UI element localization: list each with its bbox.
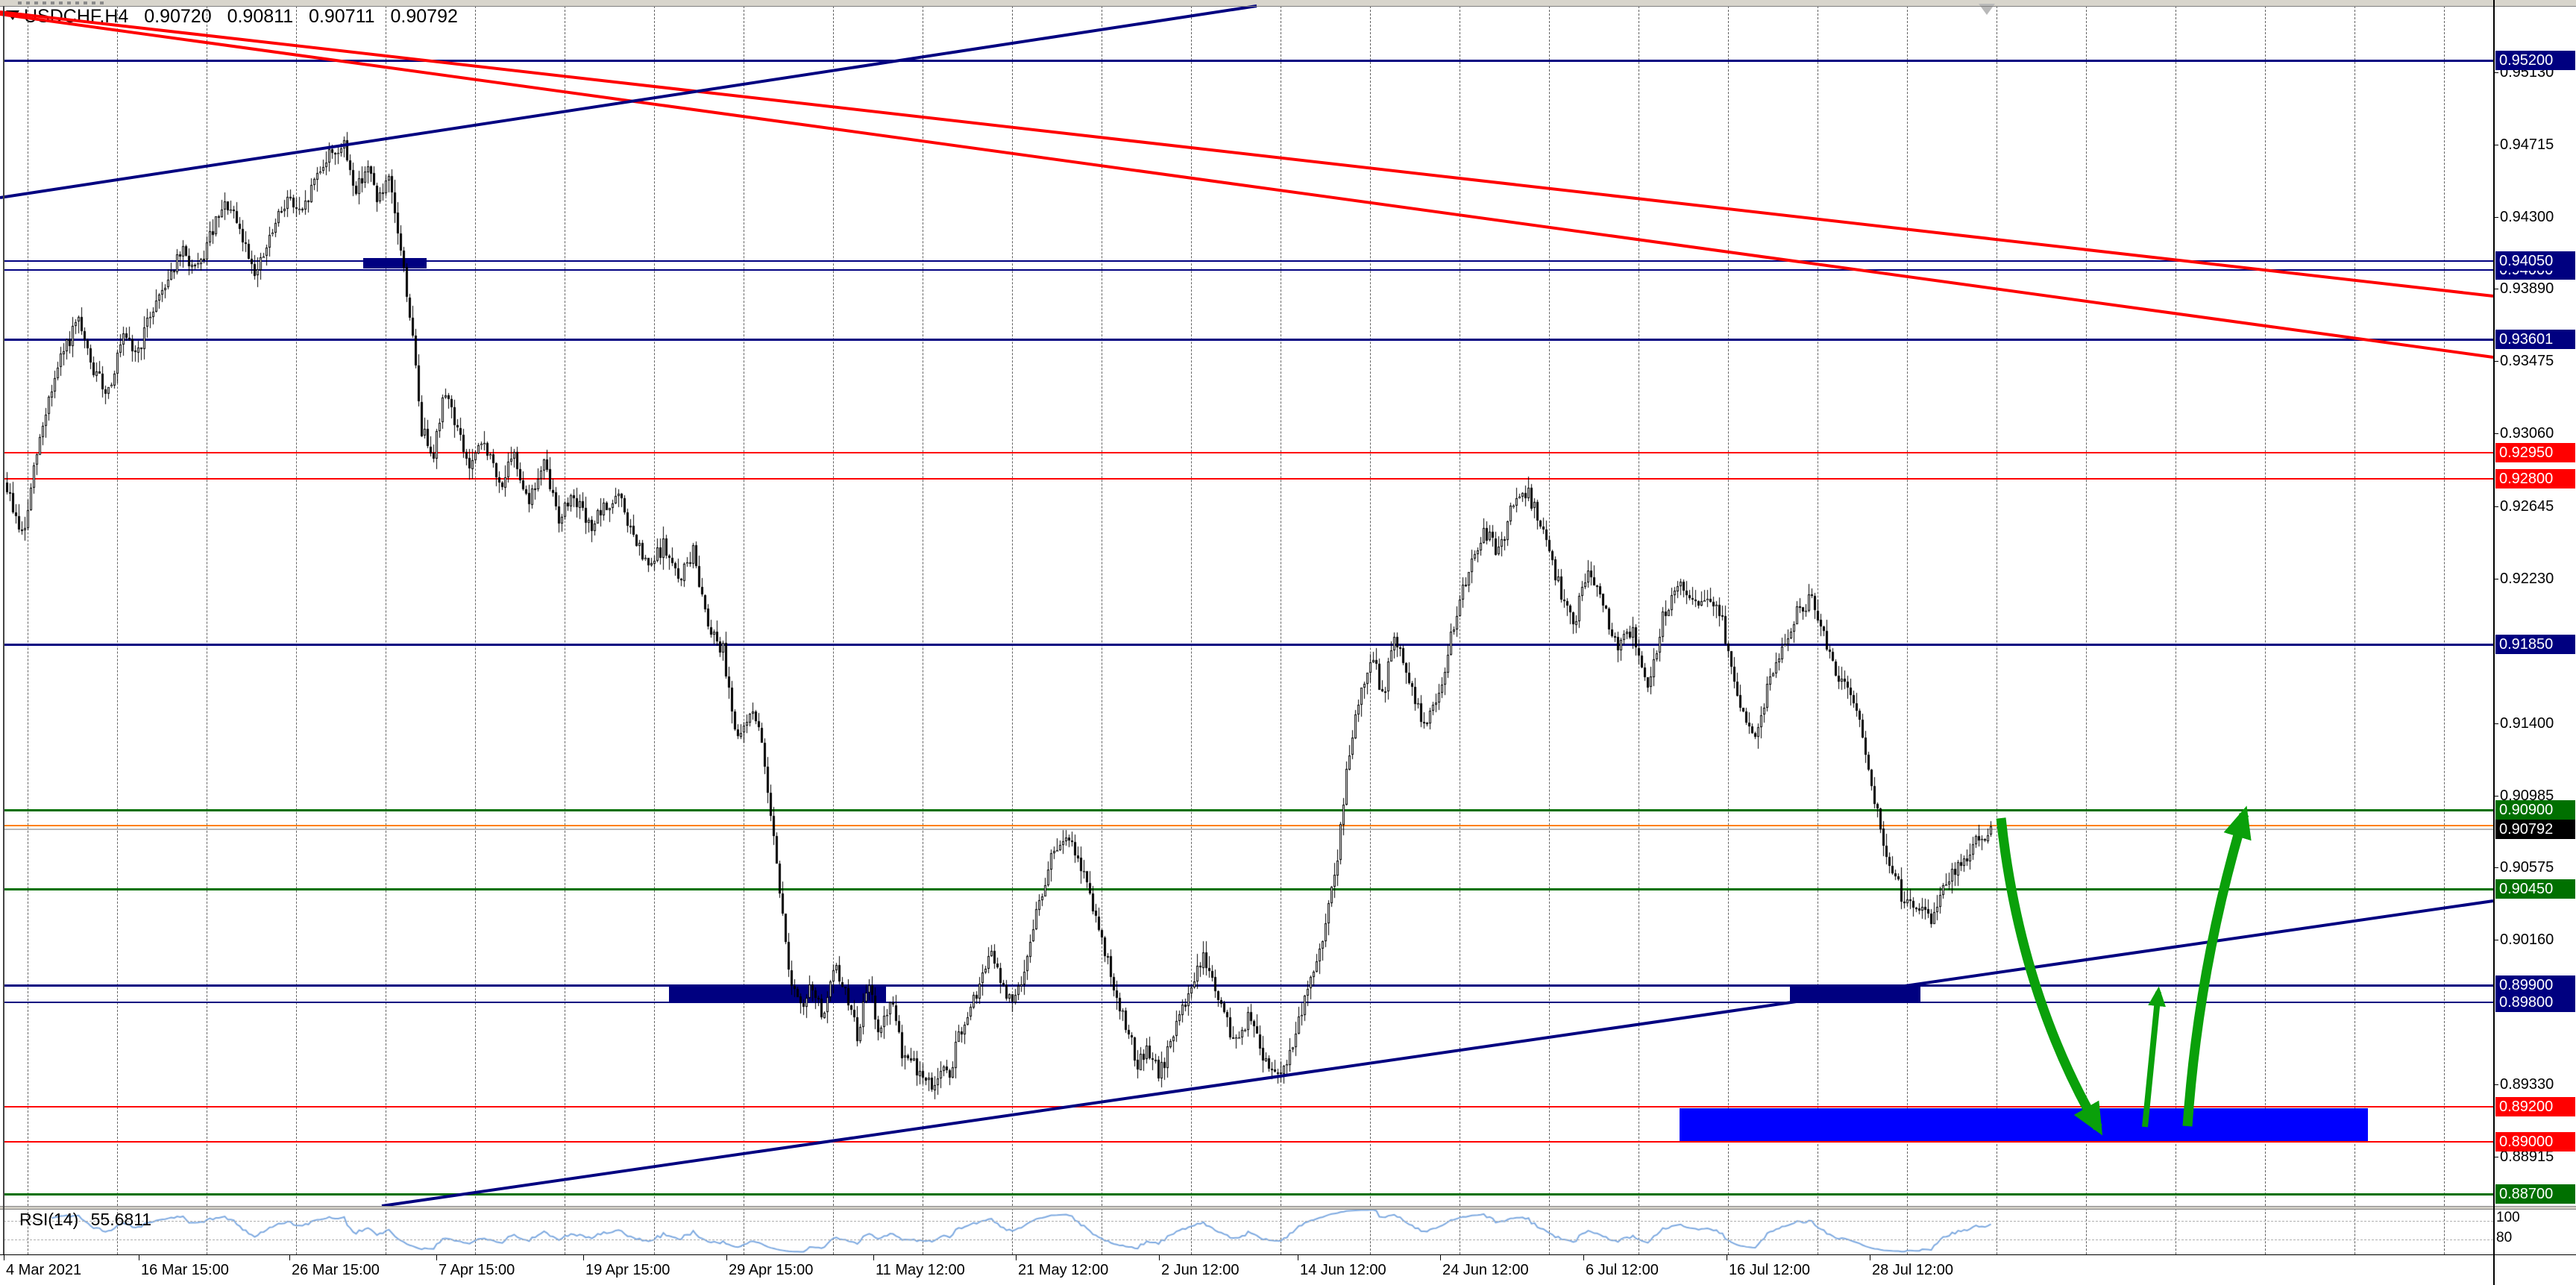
projection-down-arrow[interactable] — [1996, 817, 2103, 1136]
projection-up-arrow-big[interactable] — [2182, 805, 2252, 1127]
price-badge-0.91850: 0.91850 — [2495, 635, 2575, 654]
price-tick-label: 0.90160 — [2500, 931, 2554, 948]
time-tickmark — [1583, 1255, 1584, 1260]
price-badge-0.94050: 0.94050 — [2495, 251, 2575, 271]
price-badge-0.93601: 0.93601 — [2495, 330, 2575, 349]
price-badge-0.95200: 0.95200 — [2495, 51, 2575, 70]
time-axis-separator[interactable] — [0, 1254, 2576, 1255]
time-label: 19 Apr 15:00 — [585, 1262, 670, 1278]
price-badge-0.90450: 0.90450 — [2495, 879, 2575, 899]
price-tick-label: 0.93475 — [2500, 353, 2554, 369]
descending-trendline-2[interactable] — [0, 13, 2494, 359]
plot-top-border — [0, 6, 2576, 7]
price-axis-separator[interactable] — [2493, 0, 2495, 1285]
time-tickmark — [726, 1255, 727, 1260]
price-badge-0.89800: 0.89800 — [2495, 993, 2575, 1012]
plot-left-border — [3, 6, 4, 1254]
price-tick-label: 0.94300 — [2500, 209, 2554, 225]
projection-up-arrow-small[interactable] — [2142, 986, 2166, 1128]
price-badge-0.90900: 0.90900 — [2495, 800, 2575, 820]
price-badge-0.92800: 0.92800 — [2495, 469, 2575, 488]
time-tickmark — [873, 1255, 874, 1260]
time-label: 2 Jun 12:00 — [1161, 1262, 1240, 1278]
pane-splitter[interactable] — [0, 1206, 2576, 1210]
time-label: 6 Jul 12:00 — [1586, 1262, 1659, 1278]
time-label: 14 Jun 12:00 — [1300, 1262, 1386, 1278]
rsi-scale-top: 100 — [2496, 1210, 2520, 1225]
price-badge-0.89000: 0.89000 — [2495, 1132, 2575, 1152]
price-badge-0.89900: 0.89900 — [2495, 975, 2575, 995]
price-tick-label: 0.93060 — [2500, 425, 2554, 442]
price-tickmark — [2493, 72, 2498, 73]
time-label: 16 Jul 12:00 — [1729, 1262, 1810, 1278]
time-label: 28 Jul 12:00 — [1872, 1262, 1953, 1278]
time-label: 11 May 12:00 — [876, 1262, 965, 1278]
time-label: 7 Apr 15:00 — [439, 1262, 515, 1278]
price-badge-0.90792: 0.90792 — [2495, 820, 2575, 839]
price-tick-label: 0.93890 — [2500, 280, 2554, 297]
price-tick-label: 0.94715 — [2500, 136, 2554, 153]
price-tickmark — [2493, 796, 2498, 797]
price-tick-label: 0.90575 — [2500, 859, 2554, 876]
rsi-level-70-line[interactable] — [4, 1221, 2493, 1222]
time-label: 4 Mar 2021 — [6, 1262, 82, 1278]
time-label: 29 Apr 15:00 — [729, 1262, 814, 1278]
price-tickmark — [2493, 506, 2498, 507]
price-tickmark — [2493, 723, 2498, 724]
time-tickmark — [583, 1255, 584, 1260]
ascending-trendline-upper[interactable] — [0, 4, 1257, 199]
price-tick-label: 0.92645 — [2500, 498, 2554, 515]
time-label: 16 Mar 15:00 — [141, 1262, 229, 1278]
time-label: 24 Jun 12:00 — [1442, 1262, 1529, 1278]
time-tickmark — [1016, 1255, 1017, 1260]
price-badge-0.92950: 0.92950 — [2495, 443, 2575, 462]
price-tick-label: 0.92230 — [2500, 571, 2554, 587]
price-tick-label: 0.88915 — [2500, 1149, 2554, 1165]
price-badge-0.89200: 0.89200 — [2495, 1097, 2575, 1116]
time-tickmark — [1159, 1255, 1160, 1260]
price-tick-label: 0.89330 — [2500, 1076, 2554, 1093]
price-tickmark — [2493, 1084, 2498, 1085]
price-badge-0.88700: 0.88700 — [2495, 1184, 2575, 1204]
ascending-trendline-lower[interactable] — [381, 899, 2494, 1207]
rsi-scale-bottom: 80 — [2496, 1230, 2513, 1245]
price-tickmark — [2493, 361, 2498, 362]
price-tick-label: 0.90985 — [2500, 788, 2554, 804]
time-tickmark — [1440, 1255, 1441, 1260]
price-tick-label: 0.91400 — [2500, 715, 2554, 732]
time-tickmark — [436, 1255, 437, 1260]
rsi-value: 55.6811 — [90, 1210, 152, 1229]
descending-trendline-1[interactable] — [0, 10, 2494, 298]
price-tickmark — [2493, 433, 2498, 434]
rsi-caption: RSI(14) 55.6811 — [19, 1210, 151, 1230]
time-label: 21 May 12:00 — [1018, 1262, 1109, 1278]
time-tickmark — [289, 1255, 290, 1260]
time-label: 26 Mar 15:00 — [292, 1262, 380, 1278]
price-tickmark — [2493, 867, 2498, 868]
rsi-label: RSI(14) — [19, 1210, 79, 1229]
price-tickmark — [2493, 217, 2498, 218]
